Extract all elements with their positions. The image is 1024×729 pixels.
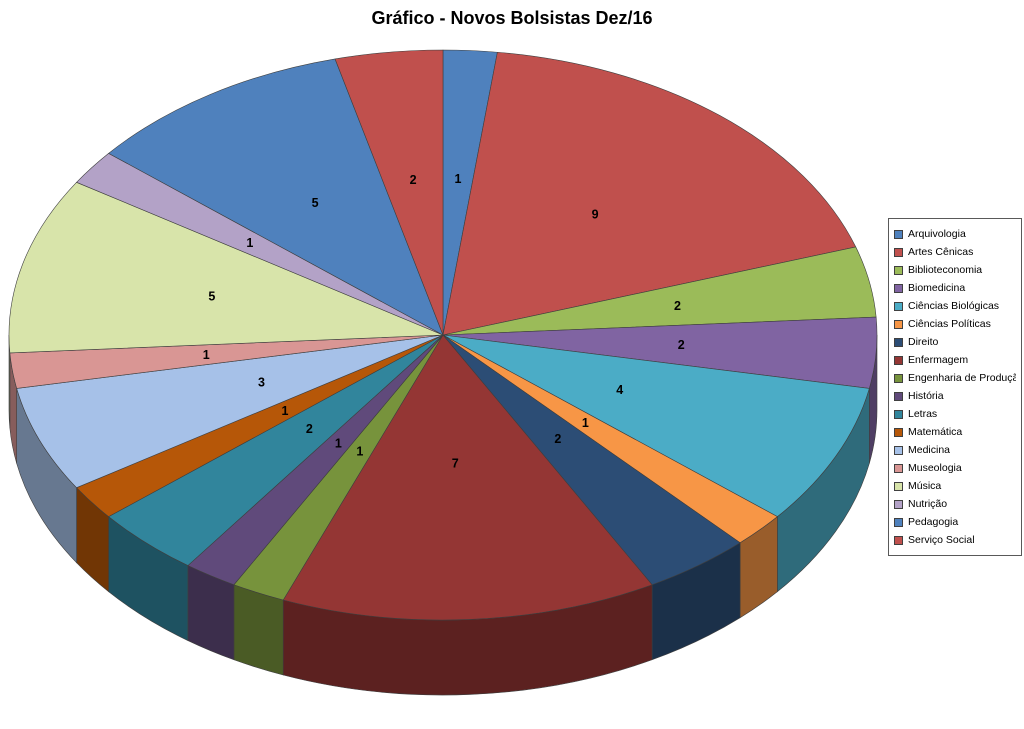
legend-label: Música <box>908 480 942 492</box>
slice-value-label: 3 <box>258 376 265 390</box>
slice-value-label: 2 <box>410 173 417 187</box>
legend-label: Engenharia de Produção <box>908 372 1016 384</box>
legend-label: Museologia <box>908 462 962 474</box>
pie-slice[interactable] <box>282 334 653 621</box>
legend-swatch <box>894 481 903 491</box>
pie-slice[interactable] <box>442 334 870 517</box>
legend-item[interactable]: História <box>894 387 1016 405</box>
chart-title: Gráfico - Novos Bolsistas Dez/16 <box>371 8 653 28</box>
slice-value-label: 1 <box>455 172 462 186</box>
legend-item[interactable]: Museologia <box>894 459 1016 477</box>
pie-slice[interactable] <box>108 58 444 336</box>
legend-label: História <box>908 390 944 402</box>
pie-tops <box>8 49 878 621</box>
legend-item[interactable]: Matemática <box>894 423 1016 441</box>
legend-label: Pedagogia <box>908 516 959 528</box>
slice-value-label: 9 <box>592 208 599 222</box>
legend-item[interactable]: Medicina <box>894 441 1016 459</box>
legend-label: Ciências Políticas <box>908 318 991 330</box>
legend-swatch <box>894 373 903 383</box>
legend-label: Nutrição <box>908 498 948 510</box>
legend-label: Ciências Biológicas <box>908 300 1000 312</box>
legend-label: Biomedicina <box>908 282 966 294</box>
legend-label: Biblioteconomia <box>908 264 983 276</box>
pie-slice[interactable] <box>16 334 444 489</box>
legend-label: Arquivologia <box>908 228 966 240</box>
legend-item[interactable]: Direito <box>894 333 1016 351</box>
pie-sides <box>8 334 878 696</box>
legend-item[interactable]: Serviço Social <box>894 531 1016 549</box>
legend-item[interactable]: Engenharia de Produção <box>894 369 1016 387</box>
legend-swatch <box>894 445 903 455</box>
legend-swatch <box>894 283 903 293</box>
chart-legend: Arquivologia Artes Cênicas Biblioteconomia… <box>888 218 1022 556</box>
legend-item[interactable]: Música <box>894 477 1016 495</box>
legend-swatch <box>894 535 903 545</box>
legend-swatch <box>894 265 903 275</box>
legend-label: Serviço Social <box>908 534 975 546</box>
slice-value-label: 2 <box>674 299 681 313</box>
legend-item[interactable]: Biomedicina <box>894 279 1016 297</box>
legend-swatch <box>894 409 903 419</box>
legend-swatch <box>894 337 903 347</box>
pie-slice[interactable] <box>334 49 444 336</box>
legend-swatch <box>894 517 903 527</box>
legend-item[interactable]: Letras <box>894 405 1016 423</box>
legend-swatch <box>894 355 903 365</box>
legend-label: Direito <box>908 336 939 348</box>
slice-value-label: 5 <box>312 196 319 210</box>
legend-swatch <box>894 427 903 437</box>
legend-item[interactable]: Nutrição <box>894 495 1016 513</box>
legend-item[interactable]: Enfermagem <box>894 351 1016 369</box>
slice-value-label: 2 <box>554 432 561 446</box>
legend-label: Enfermagem <box>908 354 969 366</box>
legend-swatch <box>894 463 903 473</box>
legend-swatch <box>894 319 903 329</box>
slice-value-label: 5 <box>208 289 215 303</box>
slice-value-label: 1 <box>335 437 342 451</box>
legend-swatch <box>894 391 903 401</box>
slice-value-label: 1 <box>356 444 363 458</box>
legend-item[interactable]: Biblioteconomia <box>894 261 1016 279</box>
slice-value-label: 1 <box>246 236 253 250</box>
pie-slice[interactable] <box>8 181 444 354</box>
slice-value-label: 2 <box>678 338 685 352</box>
legend-label: Artes Cênicas <box>908 246 974 258</box>
legend-swatch <box>894 499 903 509</box>
legend-swatch <box>894 301 903 311</box>
legend-item[interactable]: Artes Cênicas <box>894 243 1016 261</box>
legend-label: Letras <box>908 408 938 420</box>
legend-swatch <box>894 247 903 257</box>
legend-item[interactable]: Arquivologia <box>894 225 1016 243</box>
slice-value-label: 1 <box>203 348 210 362</box>
legend-item[interactable]: Ciências Políticas <box>894 315 1016 333</box>
legend-item[interactable]: Ciências Biológicas <box>894 297 1016 315</box>
legend-label: Matemática <box>908 426 963 438</box>
slice-value-label: 1 <box>582 416 589 430</box>
legend-swatch <box>894 229 903 239</box>
legend-item[interactable]: Pedagogia <box>894 513 1016 531</box>
slice-value-label: 2 <box>306 422 313 436</box>
legend-label: Medicina <box>908 444 951 456</box>
pie-slice[interactable] <box>442 51 857 336</box>
slice-value-label: 1 <box>282 404 289 418</box>
slice-value-label: 4 <box>616 383 623 397</box>
slice-value-label: 7 <box>452 456 459 470</box>
